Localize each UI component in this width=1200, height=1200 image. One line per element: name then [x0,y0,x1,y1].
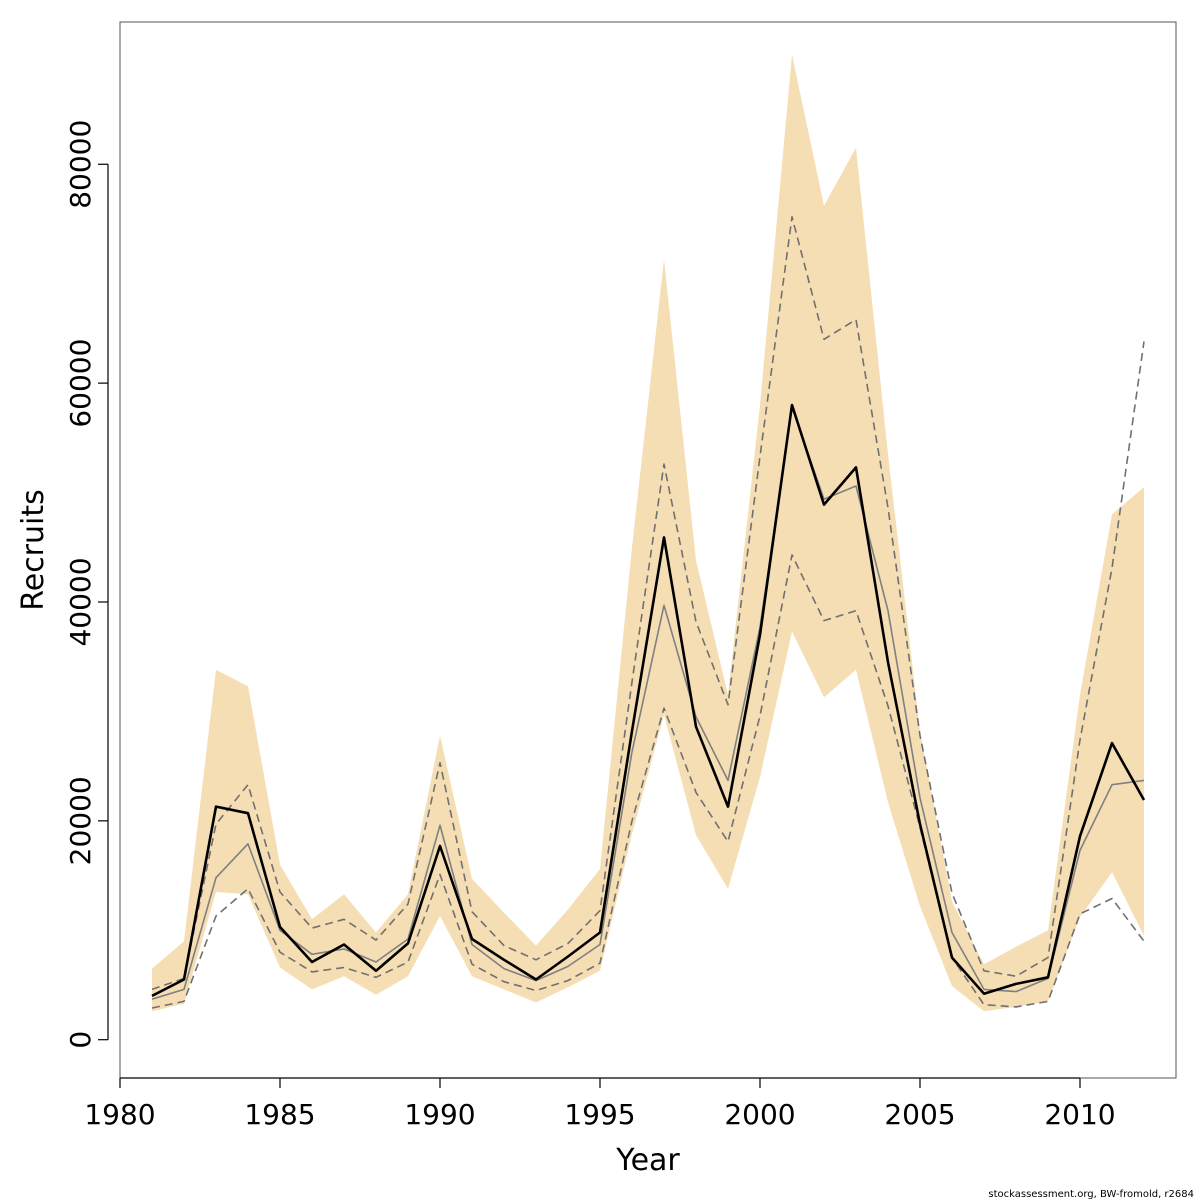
y-axis: 0 20000 40000 60000 80000 [64,120,109,1049]
y-tick-label-80000: 80000 [64,120,97,209]
y-tick-label-20000: 20000 [64,776,97,865]
x-tick-label-1990: 1990 [404,1098,475,1131]
x-tick-label-1985: 1985 [244,1098,315,1131]
x-tick-label-2000: 2000 [724,1098,795,1131]
confidence-band-layer [152,54,1144,1012]
y-tick-label-0: 0 [64,1031,97,1049]
y-tick-label-60000: 60000 [64,339,97,428]
x-axis: 1980 1985 1990 1995 2000 2005 2010 [84,1077,1116,1131]
y-tick-label-40000: 40000 [64,557,97,646]
x-tick-label-1995: 1995 [564,1098,635,1131]
dashed-bound-line-3 [151,554,1145,1009]
grey-estimate-line-1 [151,406,1145,1000]
confidence-band [152,54,1144,1012]
x-tick-label-2005: 2005 [884,1098,955,1131]
series-layer [151,216,1146,1009]
dashed-bound-line-2 [151,216,1145,991]
main-estimate-line-0 [151,403,1146,998]
x-tick-label-2010: 2010 [1044,1098,1115,1131]
credit-text: stockassessment.org, BW-fromold, r2684 [988,1189,1194,1200]
x-axis-title: Year [615,1143,680,1178]
x-tick-label-1980: 1980 [84,1098,155,1131]
y-axis-title: Recruits [16,489,51,611]
